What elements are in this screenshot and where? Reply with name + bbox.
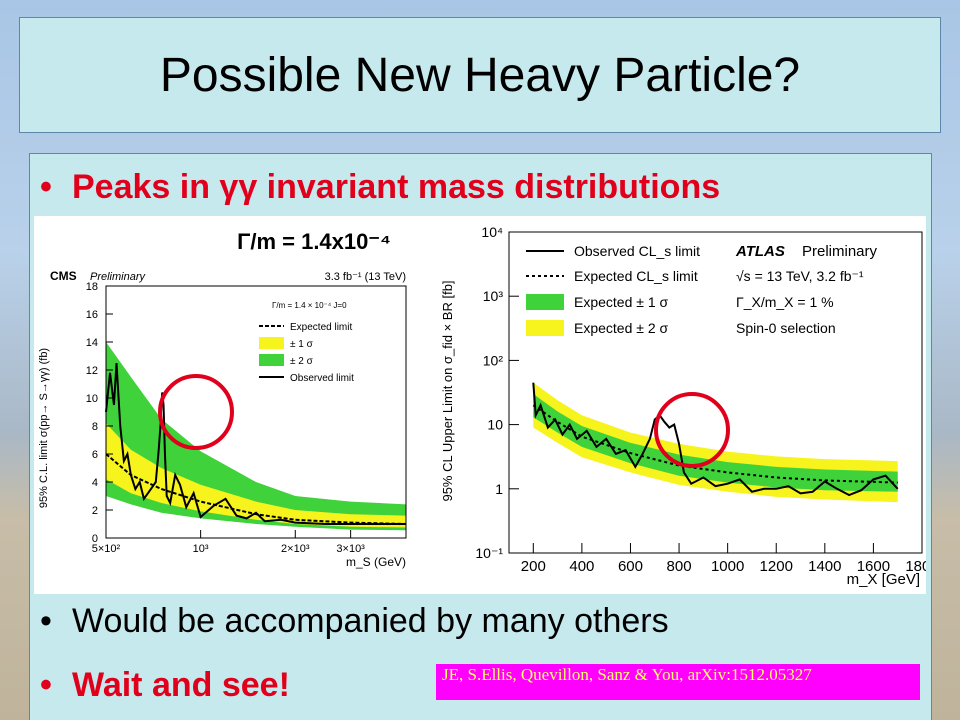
cms-ytick-label: 12 bbox=[86, 365, 98, 377]
citation-box: JE, S.Ellis, Quevillon, Sanz & You, arXi… bbox=[436, 664, 920, 700]
atlas-highlight-circle bbox=[654, 392, 730, 468]
atlas-selection: Spin-0 selection bbox=[736, 320, 836, 336]
cms-tag: Preliminary bbox=[90, 271, 147, 283]
cms-ytick-label: 8 bbox=[92, 421, 98, 433]
plots-panel: Γ/m = 1.4x10⁻⁴ CMS Preliminary 3.3 fb⁻¹ … bbox=[34, 216, 939, 594]
cms-ytick-label: 2 bbox=[92, 505, 98, 517]
atlas-legend-expected: Expected CL_s limit bbox=[574, 268, 698, 284]
atlas-observed-line bbox=[532, 382, 899, 497]
cms-legend: Γ/m = 1.4 × 10⁻⁴ J=0 Expected limit ± 1 … bbox=[259, 301, 354, 384]
plots-svg: Γ/m = 1.4x10⁻⁴ CMS Preliminary 3.3 fb⁻¹ … bbox=[38, 224, 939, 588]
atlas-xtick-label: 1200 bbox=[760, 558, 793, 575]
atlas-legend-band2: Expected ± 2 σ bbox=[574, 320, 669, 336]
atlas-lumi: √s = 13 TeV, 3.2 fb⁻¹ bbox=[736, 268, 864, 284]
cms-band-1sigma bbox=[106, 423, 406, 528]
cms-ytick-label: 16 bbox=[86, 309, 98, 321]
title-box: Possible New Heavy Particle? bbox=[19, 17, 941, 133]
content-box: • Peaks in γγ invariant mass distribution… bbox=[29, 153, 939, 720]
atlas-legend-band2-swatch bbox=[526, 320, 564, 336]
atlas-plot: 10⁻¹ 1 10 10² 10³ 10⁴ 200 400 600 800 1000 1200 1400… bbox=[440, 224, 939, 588]
cms-ylabel: 95% C.L. limit σ(pp→ S→γγ) (fb) bbox=[38, 348, 50, 508]
atlas-xtick-label: 1000 bbox=[711, 558, 744, 575]
atlas-ytick-label: 1 bbox=[495, 481, 503, 497]
cms-experiment: CMS bbox=[50, 269, 77, 283]
cms-expected-line bbox=[105, 453, 407, 525]
atlas-xtick-label: 1600 bbox=[857, 558, 890, 575]
cms-legend-band2: ± 2 σ bbox=[290, 356, 314, 367]
bullet-symbol: • bbox=[40, 602, 52, 640]
cms-lumi: 3.3 fb⁻¹ (13 TeV) bbox=[325, 271, 406, 283]
atlas-width: Γ_X/m_X = 1 % bbox=[736, 294, 834, 310]
atlas-legend-observed: Observed CL_s limit bbox=[574, 243, 700, 259]
cms-legend-band1: ± 1 σ bbox=[290, 339, 314, 350]
atlas-ytick-label: 10⁴ bbox=[481, 224, 503, 240]
cms-legend-band2-swatch bbox=[259, 354, 284, 366]
atlas-ylabel: 95% CL Upper Limit on σ_fid × BR [fb] bbox=[440, 280, 455, 501]
cms-ytick-label: 4 bbox=[92, 477, 98, 489]
cms-legend-expected: Expected limit bbox=[290, 322, 352, 333]
cms-xtick-label: 3×10³ bbox=[336, 543, 365, 555]
cms-xtick-label: 5×10² bbox=[92, 543, 121, 555]
atlas-ytick-label: 10² bbox=[483, 352, 504, 368]
cms-ytick-label: 6 bbox=[92, 449, 98, 461]
atlas-band-1sigma bbox=[533, 393, 898, 492]
cms-ytick-label: 10 bbox=[86, 393, 98, 405]
cms-plot: Γ/m = 1.4x10⁻⁴ CMS Preliminary 3.3 fb⁻¹ … bbox=[38, 229, 407, 569]
atlas-xtick-label: 200 bbox=[521, 558, 546, 575]
atlas-experiment: ATLAS bbox=[735, 243, 785, 260]
atlas-xtick-label: 1400 bbox=[808, 558, 841, 575]
bullet-1-text: Peaks in γγ invariant mass distributions bbox=[72, 168, 721, 206]
bullet-3-text: Wait and see! bbox=[72, 666, 290, 704]
bullet-1: • Peaks in γγ invariant mass distribution… bbox=[40, 168, 720, 207]
atlas-xlabel: m_X [GeV] bbox=[847, 571, 920, 588]
atlas-legend-band1: Expected ± 1 σ bbox=[574, 294, 669, 310]
atlas-legend: Observed CL_s limit Expected CL_s limit … bbox=[526, 243, 878, 336]
cms-frame bbox=[105, 285, 407, 539]
cms-axes: 0 2 4 6 8 10 12 14 16 18 5×10² 10³ 2×10³ 3×10³ bbox=[86, 281, 407, 555]
atlas-tag: Preliminary bbox=[802, 243, 878, 260]
atlas-axes: 10⁻¹ 1 10 10² 10³ 10⁴ 200 400 600 800 1000 1200 1400… bbox=[475, 224, 938, 575]
cms-xtick-label: 2×10³ bbox=[281, 543, 310, 555]
cms-ytick-label: 0 bbox=[92, 533, 98, 545]
cms-legend-header: Γ/m = 1.4 × 10⁻⁴ J=0 bbox=[272, 301, 347, 310]
cms-legend-band1-swatch bbox=[259, 337, 284, 349]
atlas-xtick-label: 600 bbox=[618, 558, 643, 575]
atlas-expected-line bbox=[532, 404, 898, 484]
atlas-legend-band1-swatch bbox=[526, 294, 564, 310]
bullet-symbol: • bbox=[40, 666, 52, 704]
cms-ytick-label: 18 bbox=[86, 281, 98, 293]
bullet-3: • Wait and see! bbox=[40, 666, 290, 705]
cms-xtick-label: 10³ bbox=[193, 543, 209, 555]
atlas-xtick-label: 400 bbox=[569, 558, 594, 575]
cms-xlabel: m_S (GeV) bbox=[346, 555, 406, 569]
atlas-ytick-label: 10³ bbox=[483, 288, 504, 304]
slide-title: Possible New Heavy Particle? bbox=[159, 48, 801, 102]
cms-legend-observed: Observed limit bbox=[290, 373, 354, 384]
cms-title: Γ/m = 1.4x10⁻⁴ bbox=[237, 229, 391, 254]
atlas-ytick-label: 10⁻¹ bbox=[475, 545, 503, 561]
bullet-symbol: • bbox=[40, 168, 52, 206]
atlas-xtick-label: 800 bbox=[667, 558, 692, 575]
atlas-ytick-label: 10 bbox=[487, 417, 503, 433]
atlas-frame bbox=[508, 231, 923, 554]
bullet-2-text: Would be accompanied by many others bbox=[72, 602, 669, 640]
cms-highlight-circle bbox=[158, 374, 234, 450]
bullet-2: • Would be accompanied by many others bbox=[40, 602, 669, 641]
cms-ytick-label: 14 bbox=[86, 337, 98, 349]
